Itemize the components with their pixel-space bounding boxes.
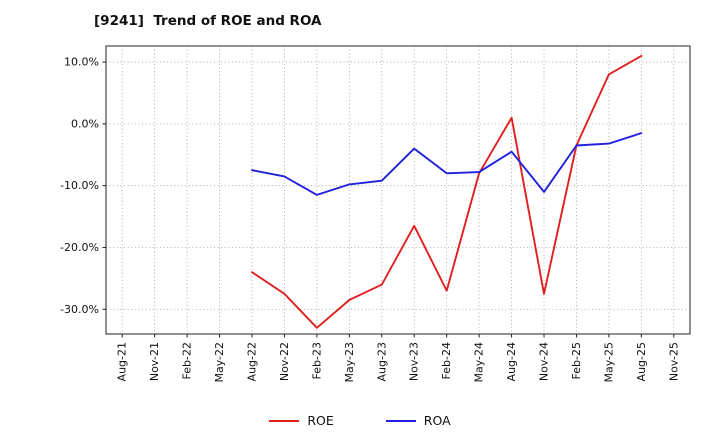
svg-text:0.0%: 0.0% xyxy=(71,117,99,130)
svg-text:Nov-21: Nov-21 xyxy=(148,342,161,381)
svg-text:Feb-23: Feb-23 xyxy=(310,342,323,379)
svg-text:Aug-23: Aug-23 xyxy=(375,342,388,381)
legend-item-roa: ROA xyxy=(385,413,451,428)
svg-text:Aug-22: Aug-22 xyxy=(246,342,259,381)
legend-item-roe: ROE xyxy=(269,413,334,428)
svg-text:Nov-22: Nov-22 xyxy=(278,342,291,381)
svg-text:May-23: May-23 xyxy=(343,342,356,383)
chart-legend: ROE ROA xyxy=(0,413,720,428)
svg-text:Aug-25: Aug-25 xyxy=(635,342,648,381)
chart-title: [9241] Trend of ROE and ROA xyxy=(94,13,322,29)
svg-text:-10.0%: -10.0% xyxy=(60,179,99,192)
svg-text:-30.0%: -30.0% xyxy=(60,303,99,316)
line-chart-plot: Aug-21 Nov-21 Feb-22 May-22 Aug-22 Nov-22 Feb-… xyxy=(60,45,691,383)
svg-text:Feb-24: Feb-24 xyxy=(440,342,453,379)
roa-line-swatch xyxy=(385,419,416,422)
svg-text:May-25: May-25 xyxy=(602,342,615,383)
legend-label-roa: ROA xyxy=(423,413,451,428)
svg-text:May-24: May-24 xyxy=(473,342,486,383)
svg-text:Nov-25: Nov-25 xyxy=(667,342,680,381)
svg-text:Aug-21: Aug-21 xyxy=(116,342,129,381)
svg-text:10.0%: 10.0% xyxy=(64,56,99,69)
svg-text:Feb-22: Feb-22 xyxy=(181,342,194,379)
svg-text:Feb-25: Feb-25 xyxy=(570,342,583,379)
svg-text:Nov-23: Nov-23 xyxy=(408,342,421,381)
svg-text:Aug-24: Aug-24 xyxy=(505,342,518,381)
svg-text:Nov-24: Nov-24 xyxy=(538,342,551,381)
roe-line-swatch xyxy=(269,419,300,422)
svg-text:May-22: May-22 xyxy=(213,342,226,383)
svg-text:-20.0%: -20.0% xyxy=(60,241,99,254)
legend-label-roe: ROE xyxy=(307,413,334,428)
